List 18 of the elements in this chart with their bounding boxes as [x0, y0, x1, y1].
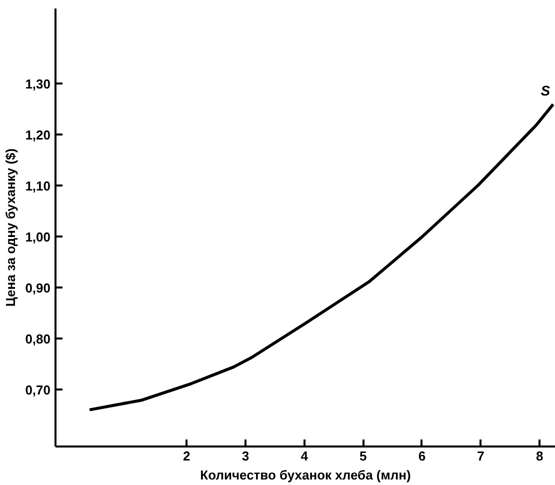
- y-tick-label: 0,70: [25, 382, 51, 398]
- x-tick-label: 7: [477, 448, 484, 464]
- x-tick-label: 6: [418, 448, 426, 464]
- y-tick-label: 1,10: [25, 178, 51, 194]
- x-tick-label: 8: [536, 448, 544, 464]
- x-tick-label: 4: [300, 448, 309, 464]
- x-tick-label: 3: [242, 448, 250, 464]
- y-tick-label: 0,90: [25, 280, 51, 296]
- y-tick-label: 1,20: [25, 127, 51, 142]
- y-axis-title: Цена за одну буханку ($): [3, 148, 18, 307]
- y-tick-label: 1,30: [25, 76, 51, 92]
- x-axis-title: Количество буханок хлеба (млн): [200, 468, 411, 482]
- y-tick-label: 1,00: [25, 229, 51, 244]
- line-series: [88, 102, 555, 412]
- y-tick-label: 0,80: [25, 331, 51, 346]
- x-tick-label: 2: [183, 448, 190, 464]
- x-tick-label: 5: [360, 448, 367, 464]
- series-label: S: [540, 82, 551, 98]
